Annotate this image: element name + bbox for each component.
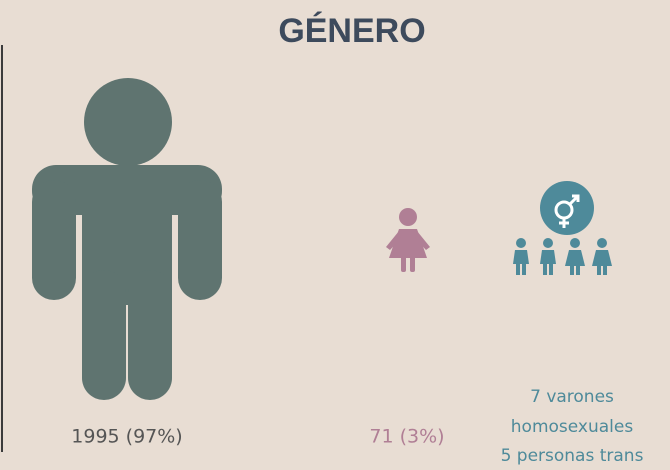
- diversity-icon: [513, 181, 612, 275]
- women-label: 71 (3%): [369, 426, 444, 448]
- diversity-line: homosexuales: [511, 417, 634, 437]
- man-icon: [32, 78, 222, 400]
- men-label: 1995 (97%): [71, 426, 182, 448]
- woman-icon: [386, 208, 430, 272]
- title: GÉNERO: [278, 12, 425, 50]
- diversity-line: 5 personas trans: [501, 446, 644, 466]
- diversity-line: 7 varones: [530, 387, 614, 407]
